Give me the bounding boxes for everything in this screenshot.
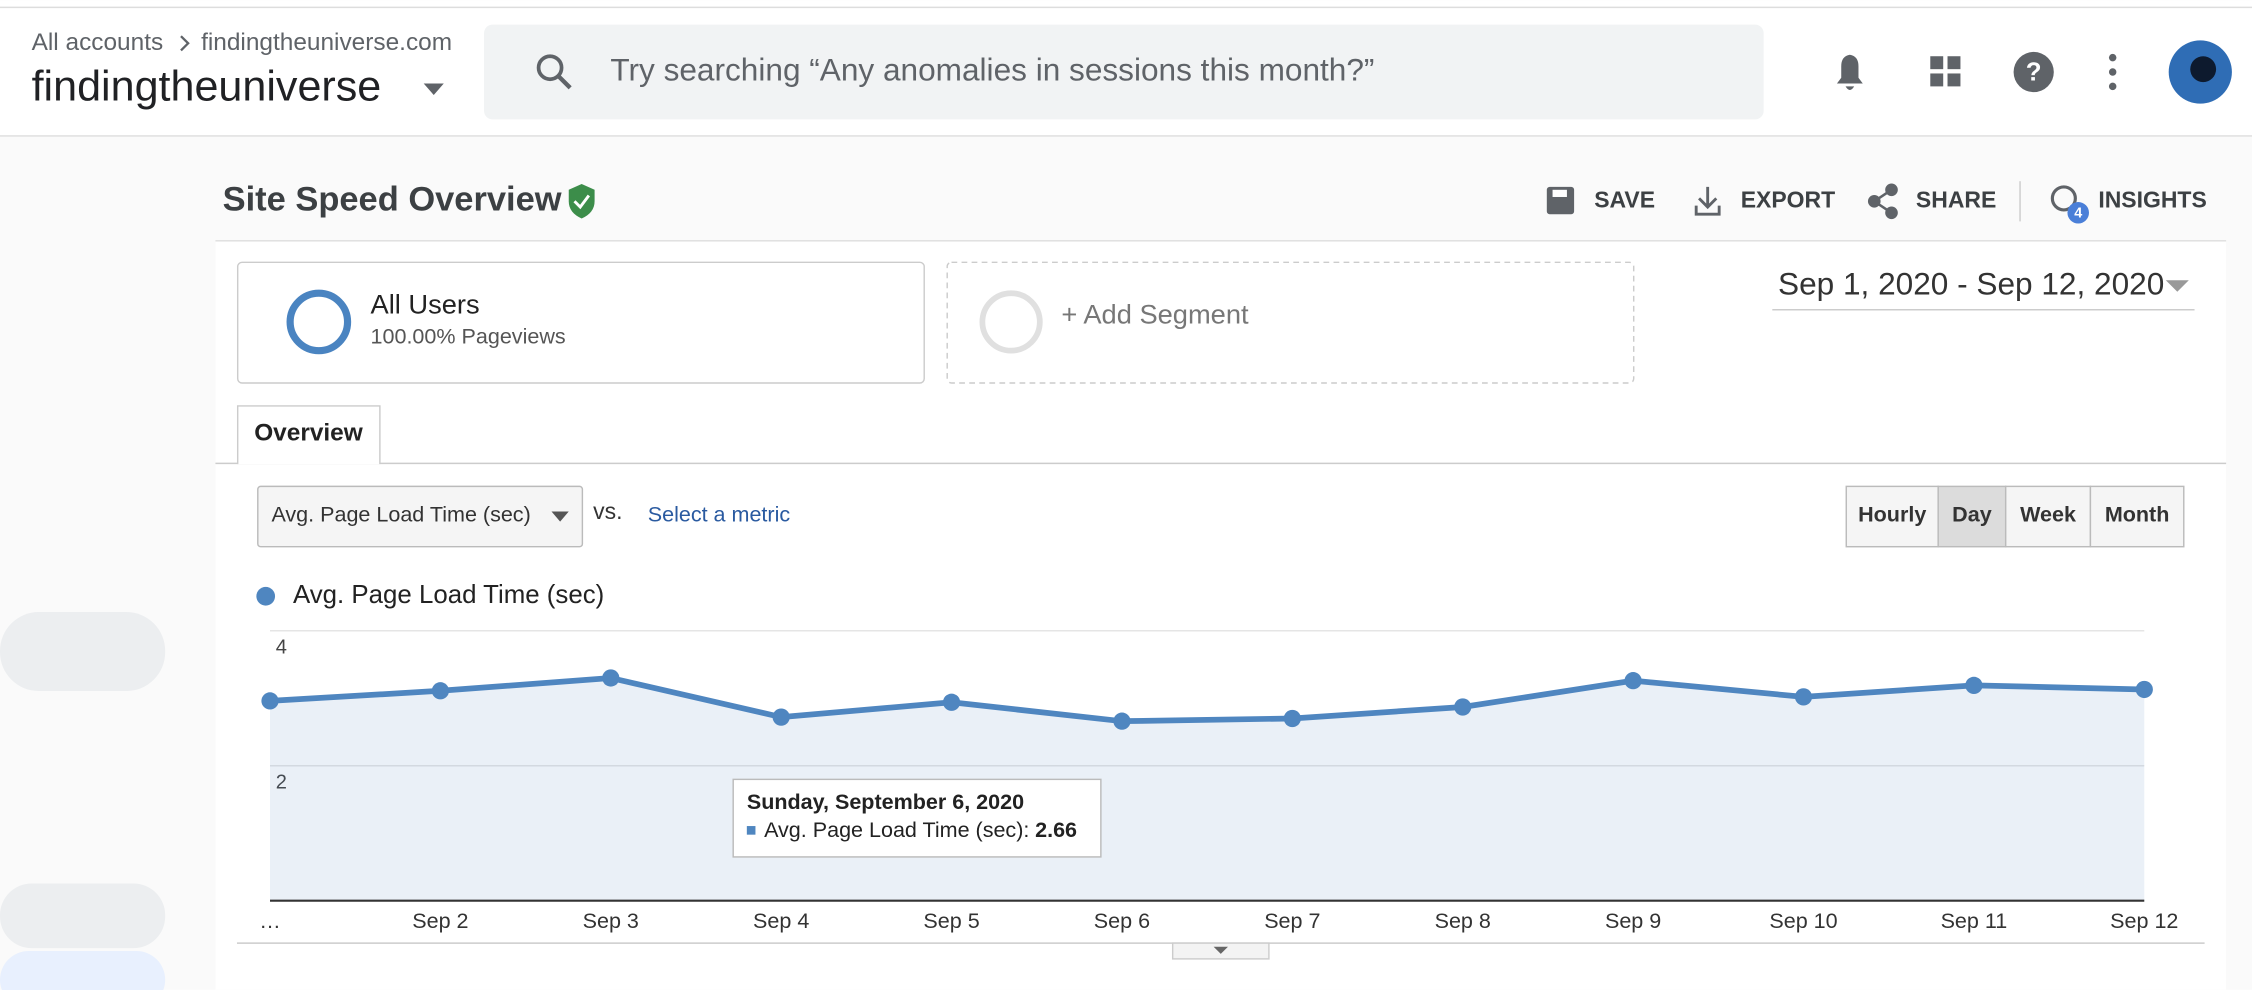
point bbox=[2135, 680, 2153, 699]
breadcrumb[interactable]: All accounts bbox=[32, 29, 164, 56]
x-tick-label: Sep 5 bbox=[923, 909, 979, 933]
tooltip-label: Avg. Page Load Time (sec): bbox=[764, 818, 1029, 842]
point bbox=[1283, 709, 1301, 728]
point bbox=[261, 692, 279, 710]
y-tick-label: 2 bbox=[276, 771, 287, 793]
more-icon[interactable] bbox=[2108, 53, 2117, 91]
save-icon-detail bbox=[1552, 189, 1567, 197]
action-button[interactable]: EXPORT bbox=[1741, 186, 1835, 212]
tab-label[interactable]: Overview bbox=[254, 419, 364, 446]
add-segment-ring bbox=[979, 290, 1043, 354]
point bbox=[942, 693, 961, 711]
segment-ring bbox=[286, 289, 352, 355]
insights-badge bbox=[2067, 202, 2089, 224]
x-tick-label: … bbox=[259, 909, 281, 933]
verified-icon bbox=[568, 184, 595, 219]
granularity-label[interactable]: Month bbox=[2105, 503, 2170, 527]
nav-item[interactable] bbox=[0, 951, 166, 990]
x-tick-label: Sep 4 bbox=[753, 909, 809, 933]
x-tick-label: Sep 8 bbox=[1435, 909, 1491, 933]
point bbox=[1113, 712, 1131, 730]
tooltip: Sunday, September 6, 2020 Avg. Page Load… bbox=[732, 778, 1102, 858]
date-range[interactable]: Sep 1, 2020 - Sep 12, 2020 bbox=[1778, 265, 2164, 301]
badge-count: 4 bbox=[2074, 205, 2082, 221]
x-tick-label: Sep 12 bbox=[2110, 909, 2178, 933]
action-button[interactable]: SAVE bbox=[1594, 186, 1655, 212]
x-tick-label: Sep 2 bbox=[412, 909, 468, 933]
point bbox=[431, 682, 450, 700]
y-tick-label: 4 bbox=[276, 636, 287, 658]
granularity-label[interactable]: Day bbox=[1952, 503, 1992, 527]
x-tick-label: Sep 11 bbox=[1941, 909, 2008, 933]
search-box[interactable] bbox=[484, 24, 1764, 120]
metric-dropdown[interactable] bbox=[257, 485, 584, 548]
add-segment[interactable]: + Add Segment bbox=[1061, 298, 1249, 329]
search-icon bbox=[557, 74, 572, 90]
vs-label: vs. bbox=[593, 498, 622, 524]
nav-item[interactable] bbox=[0, 612, 166, 692]
granularity-button[interactable] bbox=[2004, 485, 2092, 548]
check bbox=[573, 194, 591, 210]
share-icon[interactable] bbox=[1867, 183, 1898, 220]
point bbox=[1965, 676, 1983, 695]
granularity-label[interactable]: Week bbox=[2020, 503, 2076, 527]
legend-marker bbox=[256, 586, 276, 606]
select-metric[interactable]: Select a metric bbox=[648, 503, 791, 527]
x-tick-label: Sep 6 bbox=[1094, 909, 1150, 933]
legend-label: Avg. Page Load Time (sec) bbox=[293, 581, 604, 609]
metric-label[interactable]: Avg. Page Load Time (sec) bbox=[271, 503, 530, 527]
help-icon[interactable] bbox=[2013, 51, 2054, 93]
segment-name: All Users bbox=[371, 288, 480, 319]
apps-icon[interactable] bbox=[1930, 56, 1961, 87]
point bbox=[1454, 698, 1472, 716]
tooltip-box bbox=[732, 778, 1102, 858]
point bbox=[1624, 672, 1642, 690]
x-tick-label: Sep 7 bbox=[1264, 909, 1320, 933]
granularity-button[interactable] bbox=[2089, 485, 2185, 548]
action-button[interactable]: INSIGHTS bbox=[2098, 186, 2206, 212]
x-tick-label: Sep 9 bbox=[1605, 909, 1661, 933]
dropdown-arrow bbox=[551, 511, 569, 522]
export-icon[interactable] bbox=[1694, 186, 1721, 216]
granularity-label[interactable]: Hourly bbox=[1858, 503, 1926, 527]
account-name[interactable]: findingtheuniverse bbox=[32, 63, 382, 111]
point bbox=[1794, 688, 1813, 706]
granularity-button-active[interactable] bbox=[1937, 485, 2007, 548]
collapse-arrow bbox=[1213, 946, 1228, 954]
tooltip-swatch bbox=[746, 826, 756, 835]
insights-icon[interactable] bbox=[2050, 185, 2077, 212]
report-title: Site Speed Overview bbox=[223, 180, 562, 218]
x-tick-label: Sep 10 bbox=[1769, 909, 1837, 933]
point bbox=[772, 708, 790, 726]
point bbox=[602, 669, 620, 687]
tooltip-value: 2.66 bbox=[1035, 818, 1077, 842]
x-tick-label: Sep 3 bbox=[583, 909, 639, 933]
avatar-detail bbox=[2190, 56, 2217, 83]
granularity-button[interactable] bbox=[1845, 485, 1939, 548]
segment-detail: 100.00% Pageviews bbox=[371, 324, 566, 348]
segment-card[interactable] bbox=[236, 261, 925, 384]
add-segment-card[interactable] bbox=[946, 261, 1635, 384]
chevron bbox=[180, 35, 190, 52]
search-icon bbox=[536, 54, 564, 82]
date-dropdown-arrow[interactable] bbox=[2165, 280, 2189, 292]
nav-item[interactable] bbox=[0, 883, 166, 949]
breadcrumb[interactable]: findingtheuniverse.com bbox=[201, 29, 452, 56]
notifications-icon[interactable] bbox=[1836, 54, 1863, 90]
search-placeholder[interactable]: Try searching “Any anomalies in sessions… bbox=[610, 51, 1374, 87]
help-glyph: ? bbox=[2026, 58, 2042, 86]
action-button[interactable]: SHARE bbox=[1916, 186, 1996, 212]
dropdown-arrow[interactable] bbox=[423, 83, 444, 96]
tab[interactable] bbox=[236, 405, 381, 465]
line bbox=[269, 675, 2145, 725]
tooltip-title: Sunday, September 6, 2020 bbox=[747, 790, 1024, 814]
